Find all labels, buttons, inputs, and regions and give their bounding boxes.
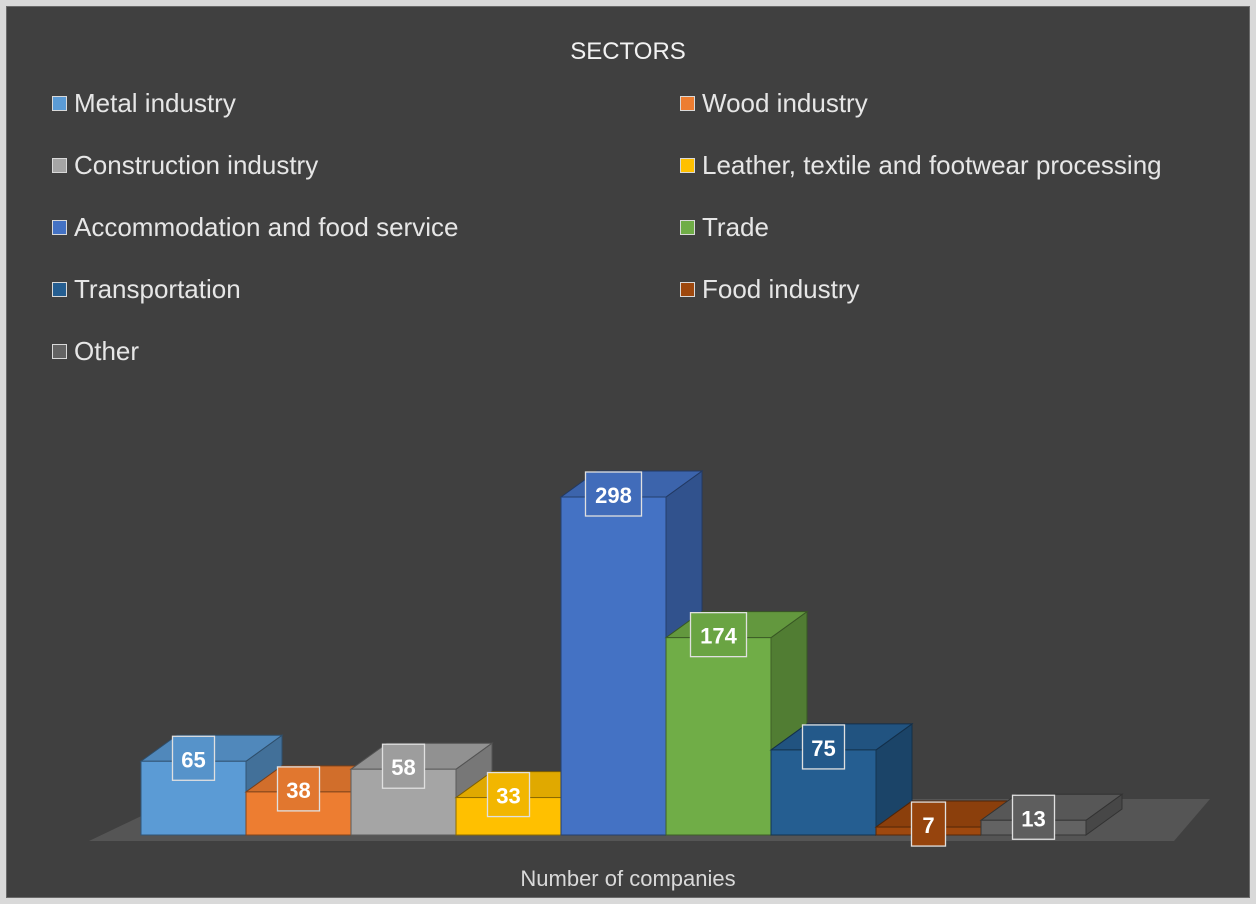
legend-label: Other (74, 336, 140, 366)
data-label-box (689, 611, 748, 658)
legend-label: Leather, textile and footwear processing (702, 150, 1162, 180)
chart-title: SECTORS (570, 38, 686, 65)
legend-swatch (680, 220, 695, 235)
legend-item: Other (52, 336, 139, 367)
data-label-box (1011, 794, 1056, 840)
legend-item: Transportation (52, 274, 241, 305)
bar-front (770, 749, 877, 836)
data-label: 13 (1021, 806, 1045, 831)
data-labels: 65 38 58 33 298 174 75 7 13 (171, 471, 1056, 847)
legend-item: Metal industry (52, 88, 236, 119)
legend-label: Transportation (74, 274, 241, 304)
data-label-box (276, 766, 321, 812)
legend-label: Accommodation and food service (74, 212, 459, 242)
data-label-box (801, 724, 846, 770)
legend-label: Wood industry (702, 88, 868, 118)
legend-swatch (52, 282, 67, 297)
data-label: 65 (181, 747, 205, 772)
legend-item: Food industry (680, 274, 860, 305)
data-label: 33 (496, 784, 520, 809)
data-label-box (381, 743, 426, 789)
data-label: 298 (595, 483, 632, 508)
legend-item: Leather, textile and footwear processing (680, 150, 1162, 181)
legend-label: Food industry (702, 274, 860, 304)
legend-swatch (680, 158, 695, 173)
legend-swatch (52, 158, 67, 173)
data-label-box (486, 771, 531, 818)
legend-swatch (52, 344, 67, 359)
data-label: 38 (286, 778, 310, 803)
legend: Metal industry Wood industry Construction … (0, 0, 1256, 380)
legend-item: Accommodation and food service (52, 212, 458, 243)
data-label-box (910, 801, 947, 847)
data-label: 75 (811, 736, 835, 761)
legend-swatch (680, 282, 695, 297)
legend-swatch (52, 96, 67, 111)
data-label-box (584, 471, 643, 517)
legend-item: Wood industry (680, 88, 868, 119)
x-axis-label: Number of companies (520, 866, 736, 891)
data-label: 7 (922, 813, 934, 838)
legend-label: Metal industry (74, 88, 236, 118)
legend-swatch (52, 220, 67, 235)
data-label-box (171, 735, 216, 781)
legend-swatch (680, 96, 695, 111)
bar-front (665, 637, 772, 836)
data-label: 58 (391, 755, 415, 780)
bar-front (560, 496, 667, 836)
legend-item: Trade (680, 212, 769, 243)
legend-label: Trade (702, 212, 769, 242)
legend-label: Construction industry (74, 150, 319, 180)
data-label: 174 (700, 624, 737, 649)
legend-item: Construction industry (52, 150, 318, 181)
